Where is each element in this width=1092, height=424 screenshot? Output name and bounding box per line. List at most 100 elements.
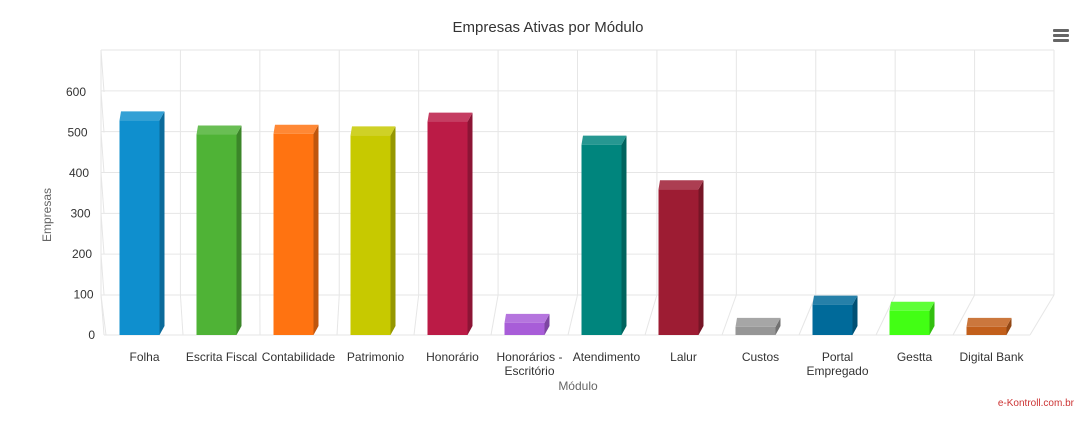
- bar[interactable]: [119, 111, 165, 335]
- bar-side: [467, 112, 473, 335]
- gridline-floor: [875, 294, 896, 336]
- gridline-floor: [952, 294, 976, 336]
- x-tick-label: Contabilidade: [262, 350, 336, 364]
- bar-top: [581, 135, 627, 145]
- bar-side: [313, 124, 319, 335]
- bar[interactable]: [350, 126, 396, 336]
- bar-side: [1006, 317, 1012, 335]
- bar-side: [544, 313, 550, 335]
- bar[interactable]: [658, 180, 704, 335]
- bar-side: [390, 126, 396, 336]
- bar-front: [658, 189, 699, 335]
- x-tick-label-line: Custos: [742, 350, 779, 364]
- bar-side: [621, 135, 627, 335]
- bar-top: [812, 295, 858, 305]
- x-tick-label-line: Folha: [129, 350, 159, 364]
- bar-front: [581, 144, 622, 335]
- bar[interactable]: [812, 295, 858, 335]
- bar-front: [504, 322, 545, 335]
- x-tick-label-line: Honorários -: [496, 350, 562, 364]
- bar-front: [273, 133, 314, 335]
- y-tick-label: 0: [88, 328, 95, 342]
- bar[interactable]: [273, 124, 319, 335]
- y-tick-label: 500: [67, 126, 87, 140]
- x-tick-label: Honorários -Escritório: [496, 350, 562, 378]
- bar-side: [929, 301, 935, 335]
- y-tick-label: 600: [66, 85, 86, 99]
- bar-front: [119, 120, 160, 335]
- hamburger-menu-icon[interactable]: [1053, 29, 1069, 42]
- bar[interactable]: [581, 135, 627, 335]
- bar-side: [852, 295, 858, 335]
- bar-top: [273, 124, 319, 134]
- x-tick-label-line: Digital Bank: [959, 350, 1024, 364]
- x-tick-label-line: Escrita Fiscal: [186, 350, 257, 364]
- bar-front: [196, 134, 237, 335]
- bar[interactable]: [735, 317, 781, 335]
- bar[interactable]: [966, 317, 1012, 335]
- bar-side: [775, 317, 781, 335]
- bar-top: [658, 180, 704, 190]
- gridline-floor: [567, 294, 578, 336]
- bar-front: [966, 326, 1007, 335]
- x-axis-title: Módulo: [558, 379, 598, 393]
- x-tick-label-line: Portal: [822, 350, 853, 364]
- x-tick-label-line: Patrimonio: [347, 350, 405, 364]
- x-tick-label: Atendimento: [573, 350, 641, 364]
- bar-front: [735, 326, 776, 335]
- x-tick-label-line: Escritório: [504, 364, 554, 378]
- bars: [119, 111, 1012, 336]
- bar-front: [812, 304, 853, 335]
- chart-title: Empresas Ativas por Módulo: [453, 19, 644, 36]
- bar-top: [350, 126, 396, 136]
- x-tick-label-line: Honorário: [426, 350, 479, 364]
- bar-top: [427, 112, 473, 122]
- x-tick-label: Patrimonio: [347, 350, 405, 364]
- grid: [100, 49, 1055, 336]
- bar-top: [889, 301, 935, 311]
- gridline-floor: [490, 294, 499, 336]
- x-tick-label: Custos: [742, 350, 779, 364]
- bar-side: [236, 125, 242, 336]
- credit-link[interactable]: e-Kontroll.com.br: [998, 398, 1075, 409]
- x-tick-label-line: Empregado: [806, 364, 868, 378]
- bar-front: [889, 310, 930, 335]
- x-axis-labels: Folha Escrita Fiscal Contabilidade Patrimon…: [129, 350, 1024, 378]
- x-tick-label-line: Contabilidade: [262, 350, 336, 364]
- y-tick-label: 200: [72, 247, 92, 261]
- gridline-floor: [644, 294, 658, 336]
- bar-side: [698, 180, 704, 335]
- gridline-floor: [336, 294, 340, 336]
- x-tick-label: Escrita Fiscal: [186, 350, 257, 364]
- bar[interactable]: [427, 112, 473, 335]
- y-axis-ticks: 0 100 200 300 400 500 600: [66, 85, 95, 342]
- gridline-floor: [100, 294, 107, 336]
- bar[interactable]: [504, 313, 550, 335]
- bar-front: [427, 121, 468, 335]
- gridline-floor: [721, 294, 737, 336]
- x-tick-label: Folha: [129, 350, 159, 364]
- y-axis-title: Empresas: [40, 188, 54, 242]
- bar[interactable]: [889, 301, 935, 335]
- gridline-floor: [1029, 294, 1055, 336]
- x-tick-label-line: Lalur: [670, 350, 697, 364]
- gridline-floor: [179, 294, 184, 336]
- x-tick-label: Lalur: [670, 350, 697, 364]
- bar-top: [735, 317, 781, 327]
- x-tick-label-line: Gestta: [897, 350, 933, 364]
- x-tick-label-line: Atendimento: [573, 350, 641, 364]
- x-tick-label: Honorário: [426, 350, 479, 364]
- x-tick-label: Portal Empregado: [806, 350, 868, 378]
- bar-top: [504, 313, 550, 323]
- bar-front: [350, 135, 391, 335]
- bar[interactable]: [196, 125, 242, 336]
- gridline-floor: [413, 294, 420, 336]
- bar-top: [119, 111, 165, 121]
- x-tick-label: Digital Bank: [959, 350, 1024, 364]
- bar-side: [159, 111, 165, 335]
- y-tick-label: 300: [70, 207, 90, 221]
- y-tick-label: 400: [69, 166, 89, 180]
- bar-top: [966, 317, 1012, 327]
- x-tick-label: Gestta: [897, 350, 933, 364]
